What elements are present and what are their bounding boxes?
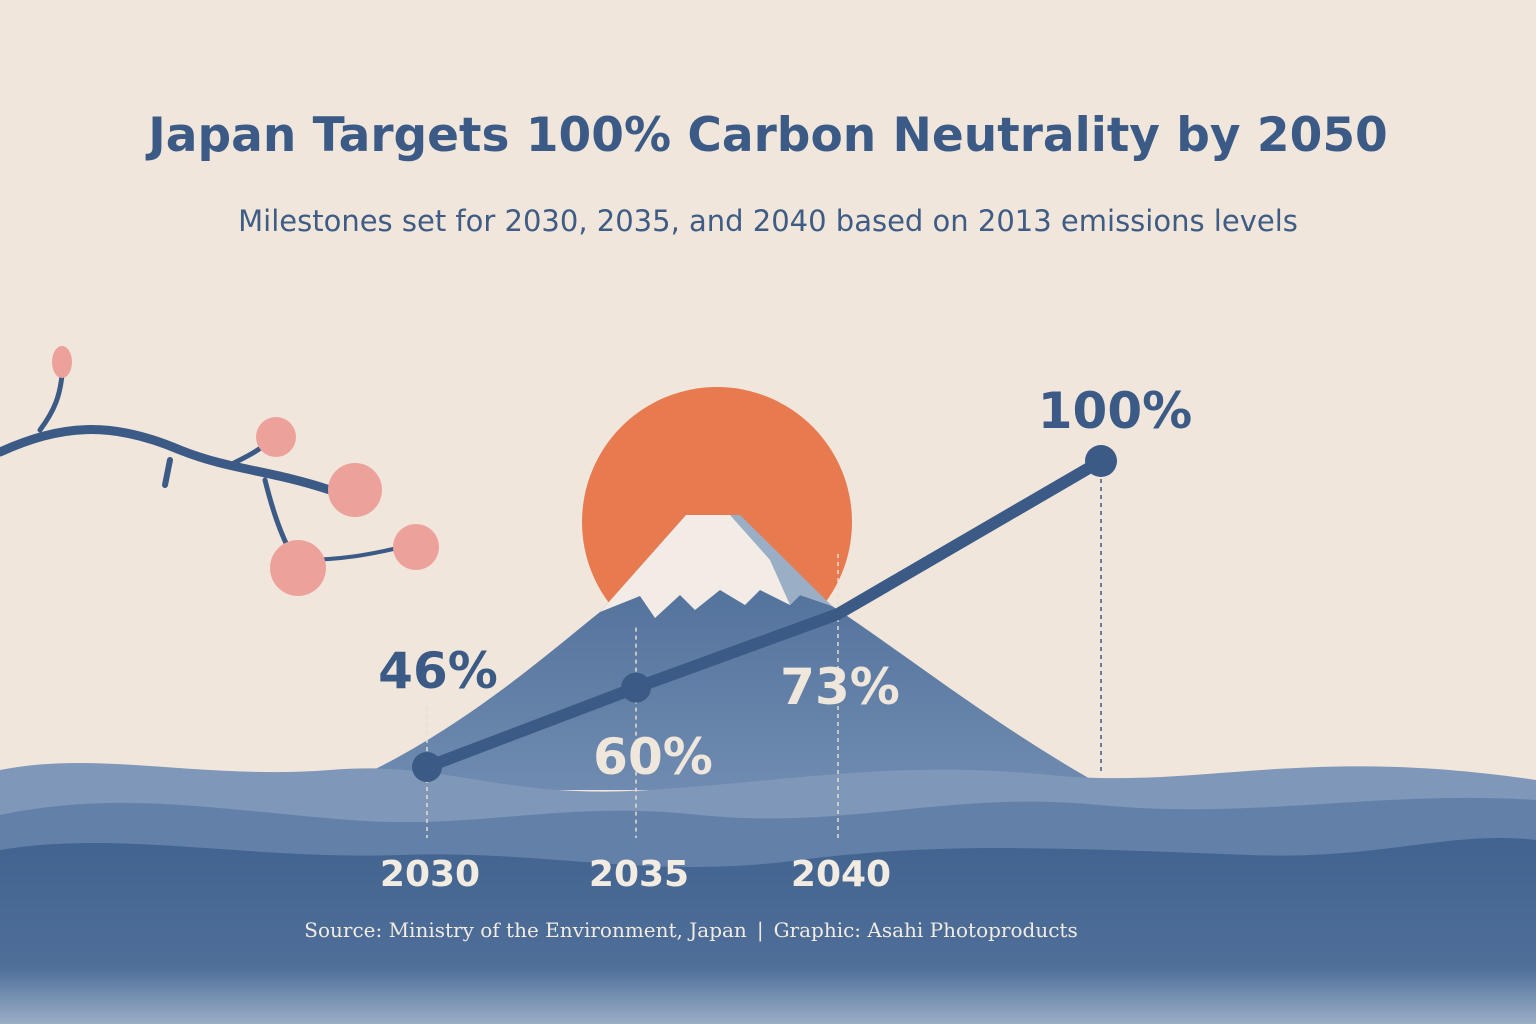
data-point <box>1085 445 1117 477</box>
x-tick-label: 2040 <box>791 854 891 895</box>
data-label: 100% <box>1038 382 1192 440</box>
separator: | <box>756 918 764 942</box>
chart-title: Japan Targets 100% Carbon Neutrality by … <box>148 108 1388 163</box>
credit-text: Graphic: Asahi Photoproducts <box>773 918 1078 942</box>
source-text: Source: Ministry of the Environment, Jap… <box>304 918 747 942</box>
cherry-blossoms <box>52 346 439 596</box>
snow-shadow <box>730 515 832 606</box>
data-label: 46% <box>378 642 498 700</box>
chart-subtitle: Milestones set for 2030, 2035, and 2040 … <box>238 204 1298 238</box>
data-point <box>621 672 651 703</box>
source-credit: Source: Ministry of the Environment, Jap… <box>0 918 1382 942</box>
data-label: 73% <box>780 658 900 716</box>
wave-front <box>0 837 1536 1024</box>
x-tick-label: 2030 <box>380 854 480 895</box>
snow-cap <box>600 515 832 618</box>
data-label: 60% <box>593 728 713 786</box>
data-point <box>412 752 442 782</box>
x-tick-label: 2035 <box>589 854 689 895</box>
series-line <box>421 455 1107 773</box>
